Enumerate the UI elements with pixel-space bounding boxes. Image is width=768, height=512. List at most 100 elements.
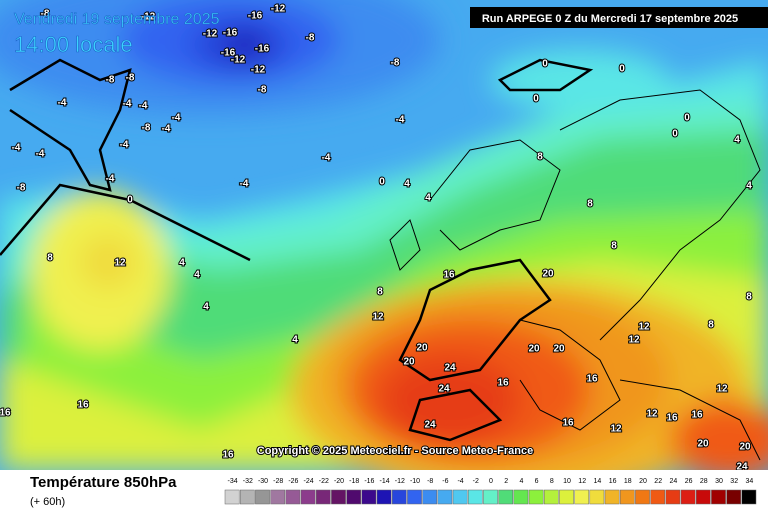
run-info: Run ARPEGE 0 Z du Mercredi 17 septembre … <box>482 13 738 25</box>
contour-label: 24 <box>736 462 748 473</box>
legend-label: 8 <box>550 478 554 485</box>
legend-swatch <box>407 489 422 505</box>
legend-swatch <box>239 489 255 505</box>
legend-swatch <box>589 489 605 505</box>
contour-label: -4 <box>106 174 115 185</box>
contour-label: 16 <box>77 400 89 411</box>
legend-label: -10 <box>410 478 420 485</box>
contour-label: -4 <box>172 113 181 124</box>
contour-label: -16 <box>255 44 270 55</box>
valid-date: Vendredi 19 septembre 2025 <box>14 11 220 28</box>
contour-label: 16 <box>0 408 11 419</box>
legend-swatch <box>574 489 590 505</box>
legend-label: 30 <box>715 478 723 485</box>
legend-label: 32 <box>730 478 738 485</box>
legend-swatch <box>543 489 559 505</box>
contour-label: 8 <box>537 152 543 163</box>
contour-label: 8 <box>708 320 714 331</box>
contour-label: 4 <box>179 258 185 269</box>
contour-label: 0 <box>619 64 625 75</box>
legend-label: -28 <box>273 478 283 485</box>
legend-swatch <box>635 489 650 505</box>
legend-swatch <box>331 489 346 505</box>
legend-swatch <box>665 489 681 505</box>
legend-label: 0 <box>489 478 493 485</box>
legend-swatch <box>559 489 574 505</box>
legend-swatch <box>422 489 438 505</box>
legend-swatch <box>270 489 286 505</box>
contour-labels: -8 -12 -16-12-12 -16 -8-16 -16-12-12-8-8-8-8 0… <box>0 3 753 473</box>
legend-label: 26 <box>685 478 693 485</box>
legend-label: 20 <box>639 478 647 485</box>
legend-label: 14 <box>594 478 602 485</box>
contour-label: 20 <box>416 343 428 354</box>
contour-label: 12 <box>114 258 126 269</box>
contour-label: -8 <box>142 123 151 134</box>
contour-label: 20 <box>542 269 554 280</box>
color-legend: -34 -32 -30 -28 -26 -24 -22 -20 -18 -16 -14 -12 -10-… <box>224 478 757 505</box>
legend-swatch <box>255 489 270 505</box>
legend-swatch <box>711 489 726 505</box>
contour-label: 8 <box>746 292 752 303</box>
legend-swatch <box>680 489 696 505</box>
contour-label: 24 <box>438 384 450 395</box>
contour-label: 24 <box>424 420 436 431</box>
contour-label: 4 <box>194 270 200 281</box>
contour-label: 16 <box>562 418 574 429</box>
contour-label: 16 <box>691 410 703 421</box>
contour-label: -12 <box>231 55 246 66</box>
contour-label: 12 <box>716 384 728 395</box>
contour-label: -8 <box>106 75 115 86</box>
contour-label: 12 <box>638 322 650 333</box>
legend-swatch <box>437 489 453 505</box>
legend-swatch <box>285 489 301 505</box>
contour-label: 4 <box>425 193 431 204</box>
contour-label: -12 <box>271 4 286 15</box>
contour-label: 16 <box>497 378 509 389</box>
legend-swatch <box>650 489 666 505</box>
contour-label: 16 <box>443 270 455 281</box>
contour-label: -16 <box>223 28 238 39</box>
legend-label: -30 <box>258 478 268 485</box>
contour-label: -4 <box>240 179 249 190</box>
contour-label: 16 <box>666 413 678 424</box>
legend-label: 34 <box>746 478 754 485</box>
contour-label: 12 <box>372 312 384 323</box>
contour-label: -12 <box>251 65 266 76</box>
footer-title: Température 850hPa <box>30 474 177 491</box>
legend-label: 12 <box>578 478 586 485</box>
contour-label: 16 <box>586 374 598 385</box>
contour-label: 12 <box>646 409 658 420</box>
contour-label: -12 <box>203 29 218 40</box>
contour-label: 4 <box>292 335 298 346</box>
contour-label: -8 <box>391 58 400 69</box>
contour-label: -4 <box>322 153 331 164</box>
legend-swatch <box>315 489 331 505</box>
legend-label: 2 <box>504 478 508 485</box>
legend-label: 28 <box>700 478 708 485</box>
contour-label: -12 <box>141 12 156 23</box>
legend-swatch <box>498 489 514 505</box>
legend-swatch <box>467 489 483 505</box>
contour-label: 4 <box>734 135 740 146</box>
legend-label: 22 <box>654 478 662 485</box>
contour-label: -16 <box>221 48 236 59</box>
contour-label: 0 <box>127 195 133 206</box>
contour-label: 20 <box>528 344 540 355</box>
contour-label: -8 <box>17 183 26 194</box>
contour-label: -4 <box>396 115 405 126</box>
contour-label: 20 <box>553 344 565 355</box>
legend-label: 10 <box>563 478 571 485</box>
legend-label: -12 <box>395 478 405 485</box>
legend-label: -6 <box>442 478 448 485</box>
contour-label: -4 <box>120 140 129 151</box>
contour-label: -16 <box>248 11 263 22</box>
contour-label: -4 <box>162 124 171 135</box>
contour-label: 16 <box>222 450 234 461</box>
contour-label: -4 <box>36 149 45 160</box>
legend-swatch <box>528 489 544 505</box>
legend-label: 4 <box>519 478 523 485</box>
legend-label: -8 <box>427 478 433 485</box>
legend-swatch <box>513 489 529 505</box>
legend-swatch <box>361 489 377 505</box>
